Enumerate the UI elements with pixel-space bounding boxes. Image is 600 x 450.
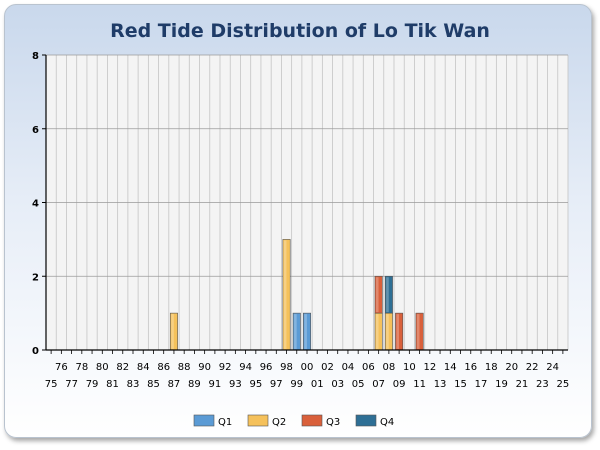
y-tick-label: 4: [32, 199, 39, 210]
x-tick-label: 97: [270, 379, 283, 390]
x-tick-label: 06: [362, 362, 375, 373]
bar-highlight: [171, 314, 174, 349]
bar-highlight: [386, 277, 389, 313]
x-tick-label: 76: [55, 362, 68, 373]
x-tick-label: 94: [239, 362, 252, 373]
x-tick-label: 84: [137, 362, 150, 373]
bar-highlight: [294, 314, 297, 349]
x-tick-label: 90: [198, 362, 211, 373]
x-tick-label: 92: [219, 362, 232, 373]
x-tick-label: 01: [311, 379, 324, 390]
legend-label-Q2: Q2: [272, 417, 286, 428]
bar-highlight: [304, 314, 307, 349]
x-tick-label: 02: [321, 362, 334, 373]
legend-label-Q4: Q4: [380, 417, 394, 428]
x-tick-label: 95: [249, 379, 262, 390]
x-tick-label: 21: [516, 379, 529, 390]
x-tick-label: 87: [168, 379, 181, 390]
legend-swatch-Q1: [193, 414, 215, 427]
y-tick-label: 6: [32, 125, 39, 136]
x-tick-label: 99: [290, 379, 303, 390]
x-tick-label: 03: [331, 379, 344, 390]
x-tick-label: 04: [342, 362, 355, 373]
bar-highlight: [283, 240, 287, 349]
x-tick-label: 88: [178, 362, 191, 373]
bar-highlight: [375, 314, 379, 349]
x-tick-label: 98: [280, 362, 293, 373]
x-tick-label: 10: [403, 362, 416, 373]
bar-highlight: [396, 314, 400, 349]
bar-Q4-08: [384, 275, 393, 314]
bar-highlight: [375, 277, 379, 313]
x-tick-label: 91: [209, 379, 222, 390]
x-tick-label: 25: [557, 379, 570, 390]
legend-swatch-Q3: [301, 414, 323, 427]
x-tick-label: 15: [454, 379, 467, 390]
x-tick-label: 96: [260, 362, 273, 373]
x-tick-label: 85: [147, 379, 160, 390]
x-tick-label: 93: [229, 379, 242, 390]
x-tick-label: 09: [393, 379, 406, 390]
x-tick-label: 80: [96, 362, 109, 373]
y-tick-label: 8: [32, 51, 39, 62]
bar-highlight: [386, 314, 389, 349]
x-tick-label: 83: [127, 379, 140, 390]
x-tick-label: 89: [188, 379, 201, 390]
x-tick-label: 08: [383, 362, 396, 373]
x-tick-label: 79: [86, 379, 99, 390]
x-tick-label: 81: [106, 379, 119, 390]
x-tick-label: 75: [45, 379, 58, 390]
x-tick-label: 82: [116, 362, 129, 373]
x-tick-label: 05: [352, 379, 365, 390]
x-tick-label: 86: [157, 362, 170, 373]
x-tick-label: 18: [485, 362, 498, 373]
x-tick-label: 23: [536, 379, 549, 390]
x-tick-label: 17: [475, 379, 488, 390]
x-tick-label: 00: [301, 362, 314, 373]
x-tick-label: 20: [505, 362, 518, 373]
y-tick-label: 0: [32, 346, 39, 357]
x-tick-label: 07: [372, 379, 385, 390]
x-tick-label: 13: [434, 379, 447, 390]
x-tick-label: 16: [464, 362, 477, 373]
x-tick-label: 14: [444, 362, 457, 373]
chart-title: Red Tide Distribution of Lo Tik Wan: [110, 20, 490, 42]
bar-highlight: [416, 314, 420, 349]
x-tick-label: 78: [75, 362, 88, 373]
x-tick-label: 77: [65, 379, 78, 390]
legend-swatch-Q2: [247, 414, 269, 427]
x-tick-label: 22: [526, 362, 539, 373]
x-tick-label: 19: [495, 379, 508, 390]
legend-label-Q1: Q1: [218, 417, 232, 428]
y-tick-label: 2: [32, 272, 39, 283]
legend-swatch-Q4: [355, 414, 377, 427]
x-tick-label: 12: [423, 362, 436, 373]
x-tick-label: 11: [413, 379, 426, 390]
x-tick-label: 24: [546, 362, 559, 373]
bar-Q3-07: [374, 275, 383, 314]
legend-label-Q3: Q3: [326, 417, 340, 428]
